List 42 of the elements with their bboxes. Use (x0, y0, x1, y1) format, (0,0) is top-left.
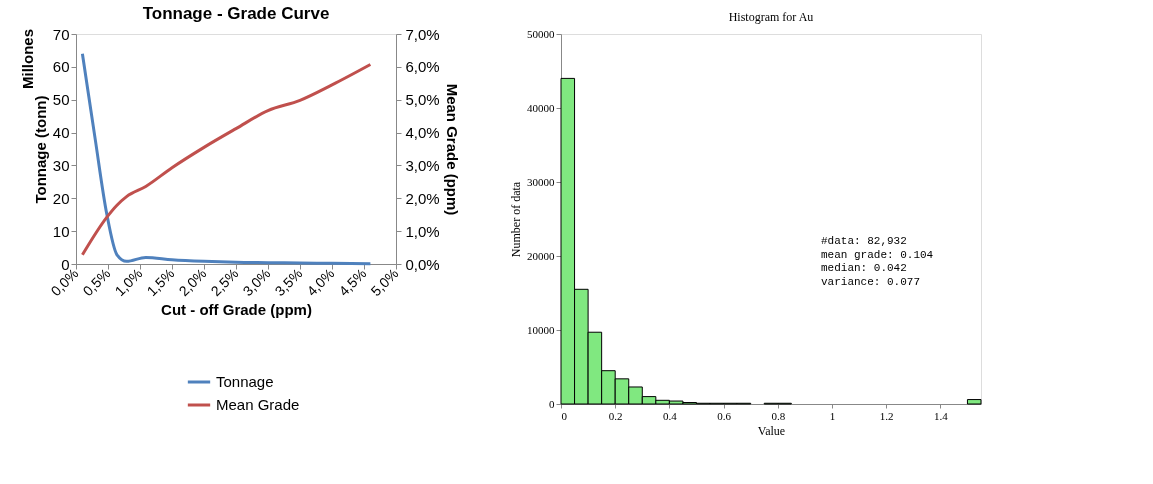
y2-tick-label: 5,0% (405, 91, 440, 109)
y-tick-label: 10000 (527, 323, 555, 336)
y-tick-label: 30000 (527, 175, 555, 188)
legend-label: Tonnage (216, 373, 274, 390)
x-tick-label: 0.4 (663, 409, 678, 422)
annotation: median: 0.042 (821, 262, 907, 275)
x-axis-title: Value (757, 423, 786, 438)
x-axis-title: Cut - off Grade (ppm) (161, 301, 312, 319)
y2-tick-label: 6,0% (405, 58, 440, 76)
legend-label: Mean Grade (216, 396, 300, 413)
y2-tick-label: 2,0% (405, 189, 440, 207)
y-tick-label: 20000 (527, 249, 555, 262)
x-tick-label: 0.2 (608, 409, 623, 422)
y-tick-label: 40000 (527, 101, 555, 114)
chart-title: Tonnage - Grade Curve (142, 4, 330, 23)
y-axis-title: Number of data (509, 181, 523, 258)
chart-title: Histogram for Au (728, 10, 814, 24)
y-axis-title: Tonnage (tonn) (31, 95, 49, 204)
y-tick-label: 30 (52, 156, 70, 174)
y-tick-label: 10 (52, 222, 70, 240)
x-tick-label: 0 (561, 409, 568, 422)
annotation: variance: 0.077 (821, 276, 921, 289)
y2-tick-label: 4,0% (405, 124, 440, 142)
x-tick-label: 1.2 (879, 409, 894, 422)
y2-tick-label: 3,0% (405, 156, 440, 174)
y-tick-label: 50000 (527, 27, 555, 40)
text: Millones (19, 28, 36, 90)
y2-tick-label: 1,0% (405, 222, 440, 240)
y-tick-label: 20 (52, 189, 70, 207)
y-tick-label: 50 (52, 91, 70, 109)
y-tick-label: 60 (52, 58, 70, 76)
annotation: #data: 82,932 (821, 234, 907, 247)
y-tick-label: 0 (549, 397, 555, 410)
x-tick-label: 0.8 (771, 409, 786, 422)
y2-tick-label: 7,0% (405, 25, 440, 43)
annotation: mean grade: 0.104 (821, 248, 934, 261)
y-tick-label: 70 (52, 25, 70, 43)
y-tick-label: 40 (52, 124, 70, 142)
x-tick-label: 1.4 (933, 409, 949, 422)
y2-axis-title: Mean Grade (ppm) (443, 83, 461, 216)
x-tick-label: 1 (829, 409, 836, 422)
x-tick-label: 0.6 (717, 409, 732, 422)
